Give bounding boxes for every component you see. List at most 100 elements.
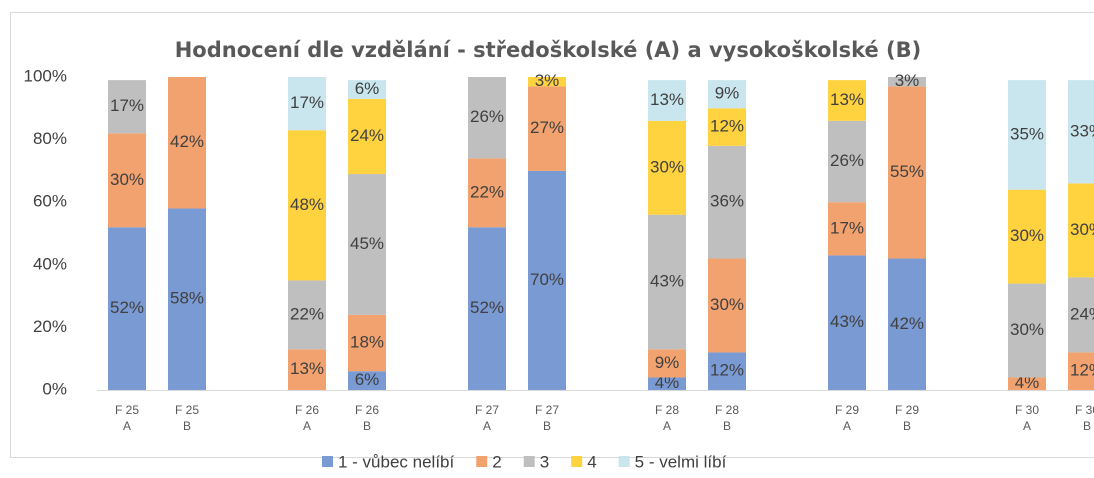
x-tick-label: F 28 B [715,403,739,433]
data-label: 42% [170,132,204,151]
data-label: 26% [470,107,504,126]
data-label: 3% [895,71,920,90]
x-tick-label: F 29 B [895,403,919,433]
bar-segment [348,174,386,315]
data-label: 13% [290,359,324,378]
data-label: 13% [650,90,684,109]
data-label: 30% [1010,320,1044,339]
bar-segment [1068,277,1094,353]
data-label: 43% [830,312,864,331]
x-tick-label: F 26 A [295,403,319,433]
bar-segment [288,349,326,390]
bar-segment [828,80,866,121]
data-label: 12% [710,117,744,136]
x-tick-label: F 27 B [535,403,559,433]
data-label: 9% [655,353,680,372]
bar-segment [708,145,746,259]
bar-segment [1068,183,1094,278]
bar-segment [288,130,326,281]
legend-label: 3 [540,452,549,471]
y-tick-label: 0% [42,379,67,398]
data-label: 27% [530,118,564,137]
bar-segment [708,80,746,109]
x-tick-label: F 25 A [115,403,139,433]
bar-segment [528,86,566,171]
x-tick-label: F 30 A [1015,403,1039,433]
data-label: 9% [715,84,740,103]
y-tick-label: 80% [33,129,67,148]
bar-segment [288,280,326,350]
y-tick-label: 40% [33,254,67,273]
bar-segment [168,208,206,390]
data-label: 30% [110,170,144,189]
data-label: 17% [110,96,144,115]
bar-segment [648,214,686,350]
bar-segment [888,258,926,390]
data-label: 43% [650,271,684,290]
bar-segment [528,170,566,390]
y-tick-label: 100% [24,66,67,85]
x-tick-label: F 26 B [355,403,379,433]
bar-segment [1068,352,1094,390]
data-label: 52% [470,298,504,317]
legend-swatch [618,456,630,467]
y-tick-label: 20% [33,317,67,336]
bar-segment [828,255,866,390]
bar-segment [708,352,746,390]
bar-segment [468,227,506,390]
data-label: 36% [710,192,744,211]
legend-label: 1 - vůbec nelíbí [338,452,455,471]
data-label: 48% [290,195,324,214]
data-label: 22% [290,304,324,323]
bar-segment [708,108,746,146]
bar-segment [168,77,206,209]
data-label: 33% [1070,121,1094,140]
legend-swatch [322,456,333,467]
x-tick-label: F 29 A [835,403,859,433]
bar-segment [888,86,926,259]
data-label: 6% [355,79,380,98]
bar-segment [288,77,326,131]
legend-swatch [476,456,488,467]
bar-segment [348,98,386,175]
bar-segment [108,133,146,228]
data-label: 12% [1070,361,1094,380]
data-label: 17% [830,218,864,237]
bar-segment [528,77,566,87]
bar-segment [348,371,386,390]
x-tick-label: F 27 A [475,403,499,433]
bar-segment [348,80,386,99]
data-label: 52% [110,298,144,317]
bar-segment [1068,80,1094,184]
data-label: 4% [655,373,680,392]
bar-segment [348,314,386,372]
data-label: 18% [350,333,384,352]
bar-segment [828,120,866,203]
y-tick-label: 60% [33,192,67,211]
legend-label: 5 - velmi líbí [635,452,727,471]
data-label: 24% [350,126,384,145]
data-label: 6% [355,370,380,389]
data-label: 35% [1010,124,1044,143]
data-label: 45% [350,234,384,253]
data-label: 12% [710,361,744,380]
data-label: 55% [890,162,924,181]
data-label: 30% [650,157,684,176]
data-label: 22% [470,182,504,201]
data-label: 17% [290,93,324,112]
data-label: 26% [830,151,864,170]
chart-frame [10,12,1094,458]
legend-label: 4 [587,452,596,471]
bar-segment [648,349,686,378]
data-label: 30% [710,295,744,314]
bar-segment [888,77,926,87]
bar-segment [1008,80,1046,190]
x-tick-label: F 30B [1075,403,1094,433]
data-label: 58% [170,289,204,308]
data-label: 42% [890,314,924,333]
bar-segment [648,120,686,215]
x-tick-label: F 25 B [175,403,199,433]
data-label: 13% [830,90,864,109]
chart-title: Hodnocení dle vzdělání - středoškolské (… [175,38,922,62]
